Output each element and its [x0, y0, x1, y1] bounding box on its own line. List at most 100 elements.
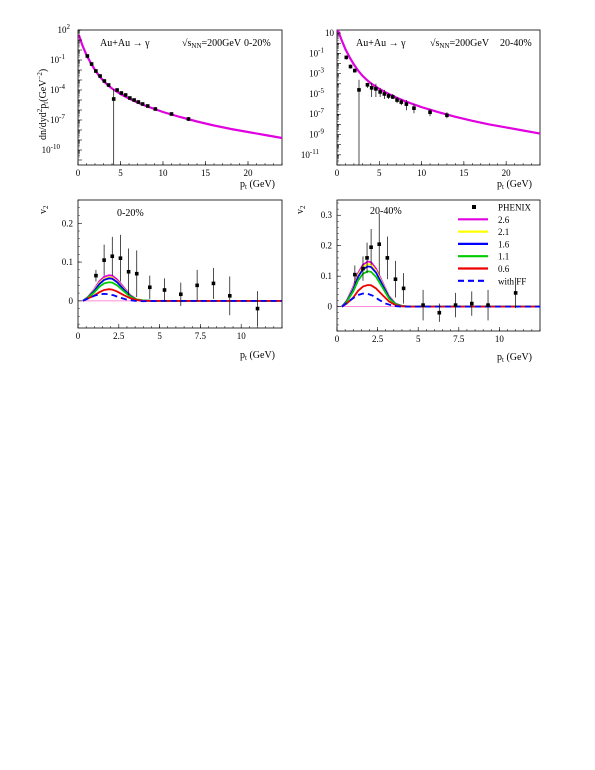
y-tick-label: 10-9	[309, 128, 324, 140]
x-tick-label: 0	[76, 331, 81, 341]
x-tick-label: 5	[118, 168, 123, 178]
y-tick-exponent: -3	[318, 67, 324, 75]
energy-val: =200GeV	[202, 38, 242, 49]
ylabel-sub: t	[42, 102, 50, 104]
xlabel-unit: (GeV)	[247, 350, 275, 361]
y-tick-label: 0.1	[62, 257, 73, 267]
annotation-centrality: 20-40%	[500, 38, 532, 49]
y-tick-exponent: -11	[310, 148, 320, 156]
annotation-main: Au+Au → γ	[100, 38, 150, 49]
data-point	[453, 303, 458, 307]
data-point	[378, 90, 382, 94]
ylabel-sup: 2	[36, 108, 44, 112]
plot-frame	[77, 199, 283, 329]
annotation-energy: √sNN=200GeV	[182, 38, 242, 50]
legend-label: 2.6	[498, 215, 510, 225]
data-point	[361, 266, 365, 271]
data-point	[211, 281, 216, 286]
y-axis-label: dn/dyd2pt(GeV−2)	[36, 69, 50, 140]
annotation-centrality: 0-20%	[117, 208, 144, 219]
xlabel-p: p	[497, 352, 502, 363]
y-tick-exponent: 2	[67, 23, 71, 31]
y-tick-base: 10	[301, 150, 311, 160]
y-tick-exponent: -1	[318, 46, 324, 54]
xlabel-unit: (GeV)	[504, 352, 532, 363]
ylabel-unit: (GeV	[38, 79, 49, 102]
x-ticks: 0 5 10 15 20	[76, 161, 283, 178]
xlabel-sub: t	[245, 183, 247, 191]
x-axis-label: pt (GeV)	[497, 352, 532, 364]
y-tick-label: 10	[325, 28, 335, 38]
model-curve	[82, 281, 282, 302]
data-point	[374, 87, 378, 91]
data-point	[85, 54, 90, 58]
x-tick-label: 15	[459, 168, 469, 178]
data-point	[395, 98, 399, 102]
data-point	[348, 64, 353, 69]
data-point	[111, 97, 116, 101]
data-point	[369, 245, 373, 250]
x-tick-label: 2.5	[113, 331, 125, 341]
data-point	[393, 277, 398, 282]
y-tick-base: 10	[50, 55, 60, 65]
x-tick-label: 7.5	[195, 331, 207, 341]
panel-bottom-left: 0 0.1 0.2 0 2.5 5 7.5 10 0-20% v2 pt (GeV)	[38, 199, 283, 362]
data-point	[445, 113, 449, 118]
data-point	[353, 272, 357, 277]
data-point	[377, 242, 382, 246]
model-curves	[82, 274, 282, 303]
xlabel-p: p	[497, 179, 502, 190]
ylabel-mid: p	[38, 104, 49, 109]
legend-label: 1.6	[498, 239, 510, 249]
y-tick-base: 10	[58, 25, 68, 35]
x-tick-label: 5	[416, 334, 421, 344]
plot-frame	[336, 29, 541, 166]
annotation-main: Au+Au → γ	[356, 38, 406, 49]
data-point	[365, 256, 369, 260]
xlabel-p: p	[240, 179, 245, 190]
y-ticks: 0 0.1 0.2 0.3	[321, 202, 341, 332]
y-tick-exponent: -4	[59, 83, 65, 91]
data-point	[153, 107, 158, 111]
y-tick-label: 10-7	[50, 113, 65, 125]
data-point	[255, 306, 260, 311]
y-axis-label: v2	[38, 205, 50, 214]
data-point	[365, 83, 370, 87]
data-points	[94, 234, 260, 327]
ylabel-v: v	[38, 209, 49, 214]
x-tick-label: 7.5	[453, 334, 465, 344]
y-tick-base: 10	[50, 115, 60, 125]
x-tick-label: 0	[76, 168, 81, 178]
energy-s: s	[188, 38, 192, 49]
energy-sqrt: √	[182, 38, 188, 49]
ylabel-sub: 2	[299, 205, 307, 209]
panel-bottom-right: 0 0.1 0.2 0.3 0 2.5 5 7.5 10 PHENIX 2.6 2.1 1.6 1.1…	[295, 199, 541, 364]
y-tick-exponent: -9	[318, 128, 324, 136]
plot-frame	[336, 199, 541, 332]
y-tick-label: 10-1	[309, 46, 324, 58]
data-point	[115, 88, 119, 92]
x-ticks: 0 5 10 15 20	[335, 161, 541, 178]
data-point	[123, 93, 128, 97]
x-tick-label: 2.5	[372, 334, 384, 344]
y-tick-label: 10-3	[309, 67, 324, 79]
data-point	[382, 92, 387, 96]
data-point	[102, 79, 107, 83]
plot-frame	[77, 29, 283, 166]
xlabel-p: p	[240, 350, 245, 361]
data-point	[385, 256, 390, 260]
annotation-centrality: 0-20%	[244, 38, 271, 49]
data-point	[469, 301, 474, 306]
data-point	[145, 104, 150, 108]
x-tick-label: 20	[244, 168, 254, 178]
model-curve-ff	[341, 292, 540, 308]
y-tick-base: 10	[309, 89, 319, 99]
x-axis-label: pt (GeV)	[240, 179, 275, 191]
energy-s: s	[436, 38, 440, 49]
data-point	[134, 271, 139, 276]
data-point	[401, 286, 406, 291]
y-tick-label: 0.1	[321, 271, 332, 281]
data-point	[386, 94, 391, 98]
energy-sub: NN	[439, 42, 449, 50]
